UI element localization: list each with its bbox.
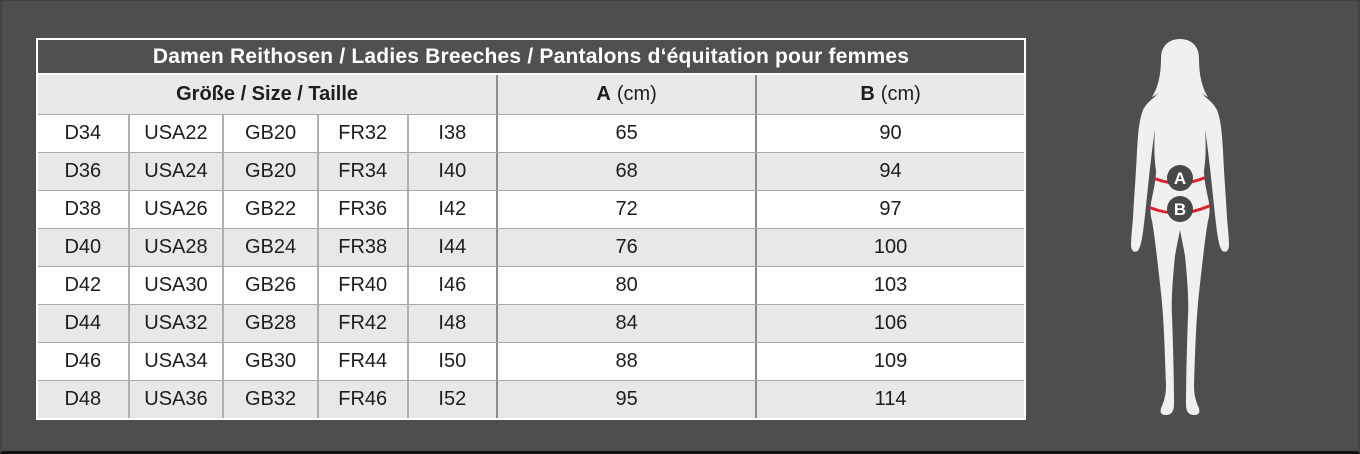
cell-size-it: I42 bbox=[406, 191, 497, 228]
cell-measure-b: 109 bbox=[755, 343, 1024, 380]
cell-measure-b: 100 bbox=[755, 229, 1024, 266]
cell-size-de: D48 bbox=[64, 388, 102, 410]
cell-size-gb: GB28 bbox=[222, 305, 317, 342]
cell-size-fr: FR36 bbox=[316, 191, 407, 228]
cell-size-usa: USA24 bbox=[127, 153, 223, 190]
marker-a-letter: A bbox=[1174, 169, 1186, 188]
header-b-letter: B bbox=[860, 83, 875, 105]
cell-size-fr: FR34 bbox=[316, 153, 407, 190]
cell-size-usa: USA36 bbox=[127, 381, 223, 418]
cell-size-usa: USA30 bbox=[127, 267, 223, 304]
cell-size-gb: GB30 bbox=[222, 343, 317, 380]
woman-silhouette-graphic: A B bbox=[1131, 39, 1229, 415]
cell-size-it: I46 bbox=[406, 267, 497, 304]
cell-measure-a: 95 bbox=[496, 381, 755, 418]
cell-size-it: I44 bbox=[406, 229, 497, 266]
cell-size-it: I52 bbox=[406, 381, 497, 418]
cell-size-usa: USA28 bbox=[127, 229, 223, 266]
cell-size-de: D42 bbox=[64, 274, 102, 296]
cell-size-de: D38 bbox=[64, 198, 102, 220]
cell-size-fr: FR32 bbox=[316, 115, 407, 152]
header-col-b: B (cm) bbox=[755, 75, 1024, 114]
cell-size-de: D36 bbox=[64, 160, 102, 182]
cell-measure-b: 106 bbox=[755, 305, 1024, 342]
cell-size-de: D40 bbox=[64, 236, 102, 258]
cell-measure-a: 84 bbox=[496, 305, 755, 342]
cell-size-de: D34 bbox=[64, 122, 102, 144]
cell-measure-a: 88 bbox=[496, 343, 755, 380]
table-row: D46 USA34 GB30 FR44 I50 88 109 bbox=[38, 342, 1024, 380]
cell-size-fr: FR44 bbox=[316, 343, 407, 380]
table-row: D48 USA36 GB32 FR46 I52 95 114 bbox=[38, 380, 1024, 418]
header-a-letter: A bbox=[596, 83, 611, 105]
table-row: D34 USA22 GB20 FR32 I38 65 90 bbox=[38, 114, 1024, 152]
marker-a-badge bbox=[1167, 165, 1193, 191]
cell-size-gb: GB24 bbox=[222, 229, 317, 266]
cell-size-fr: FR42 bbox=[316, 305, 407, 342]
cell-size-it: I40 bbox=[406, 153, 497, 190]
cell-size-de: D46 bbox=[64, 350, 102, 372]
marker-b-letter: B bbox=[1174, 200, 1186, 219]
table-header-row: Größe / Size / Taille A (cm) B (cm) bbox=[38, 75, 1024, 114]
cell-size-it: I48 bbox=[406, 305, 497, 342]
cell-measure-a: 76 bbox=[496, 229, 755, 266]
cell-size-gb: GB26 bbox=[222, 267, 317, 304]
cell-measure-a: 80 bbox=[496, 267, 755, 304]
table-body: D34 USA22 GB20 FR32 I38 65 90 D36 USA24 … bbox=[38, 114, 1024, 418]
cell-measure-a: 72 bbox=[496, 191, 755, 228]
cell-size-de: D44 bbox=[64, 312, 102, 334]
header-b-unit: (cm) bbox=[880, 83, 921, 105]
cell-size-gb: GB22 bbox=[222, 191, 317, 228]
cell-size-usa: USA22 bbox=[127, 115, 223, 152]
cell-measure-b: 97 bbox=[755, 191, 1024, 228]
woman-silhouette bbox=[1131, 39, 1229, 415]
cell-measure-b: 94 bbox=[755, 153, 1024, 190]
table-row: D40 USA28 GB24 FR38 I44 76 100 bbox=[38, 228, 1024, 266]
header-size-group: Größe / Size / Taille bbox=[176, 83, 359, 105]
cell-size-usa: USA32 bbox=[127, 305, 223, 342]
header-a-unit: (cm) bbox=[616, 83, 657, 105]
cell-size-gb: GB20 bbox=[222, 153, 317, 190]
cell-measure-b: 114 bbox=[755, 381, 1024, 418]
cell-size-fr: FR46 bbox=[316, 381, 407, 418]
cell-measure-b: 90 bbox=[755, 115, 1024, 152]
measurement-figure: A B bbox=[1128, 37, 1232, 419]
table-row: D44 USA32 GB28 FR42 I48 84 106 bbox=[38, 304, 1024, 342]
cell-size-gb: GB32 bbox=[222, 381, 317, 418]
cell-size-fr: FR40 bbox=[316, 267, 407, 304]
cell-size-usa: USA26 bbox=[127, 191, 223, 228]
table-title: Damen Reithosen / Ladies Breeches / Pant… bbox=[38, 40, 1024, 75]
marker-b-badge bbox=[1167, 196, 1193, 222]
cell-measure-a: 68 bbox=[496, 153, 755, 190]
cell-size-it: I50 bbox=[406, 343, 497, 380]
cell-size-it: I38 bbox=[406, 115, 497, 152]
cell-size-fr: FR38 bbox=[316, 229, 407, 266]
cell-measure-b: 103 bbox=[755, 267, 1024, 304]
size-chart-table: Damen Reithosen / Ladies Breeches / Pant… bbox=[36, 38, 1026, 420]
table-row: D38 USA26 GB22 FR36 I42 72 97 bbox=[38, 190, 1024, 228]
table-row: D42 USA30 GB26 FR40 I46 80 103 bbox=[38, 266, 1024, 304]
cell-size-gb: GB20 bbox=[222, 115, 317, 152]
header-col-a: A (cm) bbox=[496, 75, 755, 114]
cell-size-usa: USA34 bbox=[127, 343, 223, 380]
cell-measure-a: 65 bbox=[496, 115, 755, 152]
table-row: D36 USA24 GB20 FR34 I40 68 94 bbox=[38, 152, 1024, 190]
